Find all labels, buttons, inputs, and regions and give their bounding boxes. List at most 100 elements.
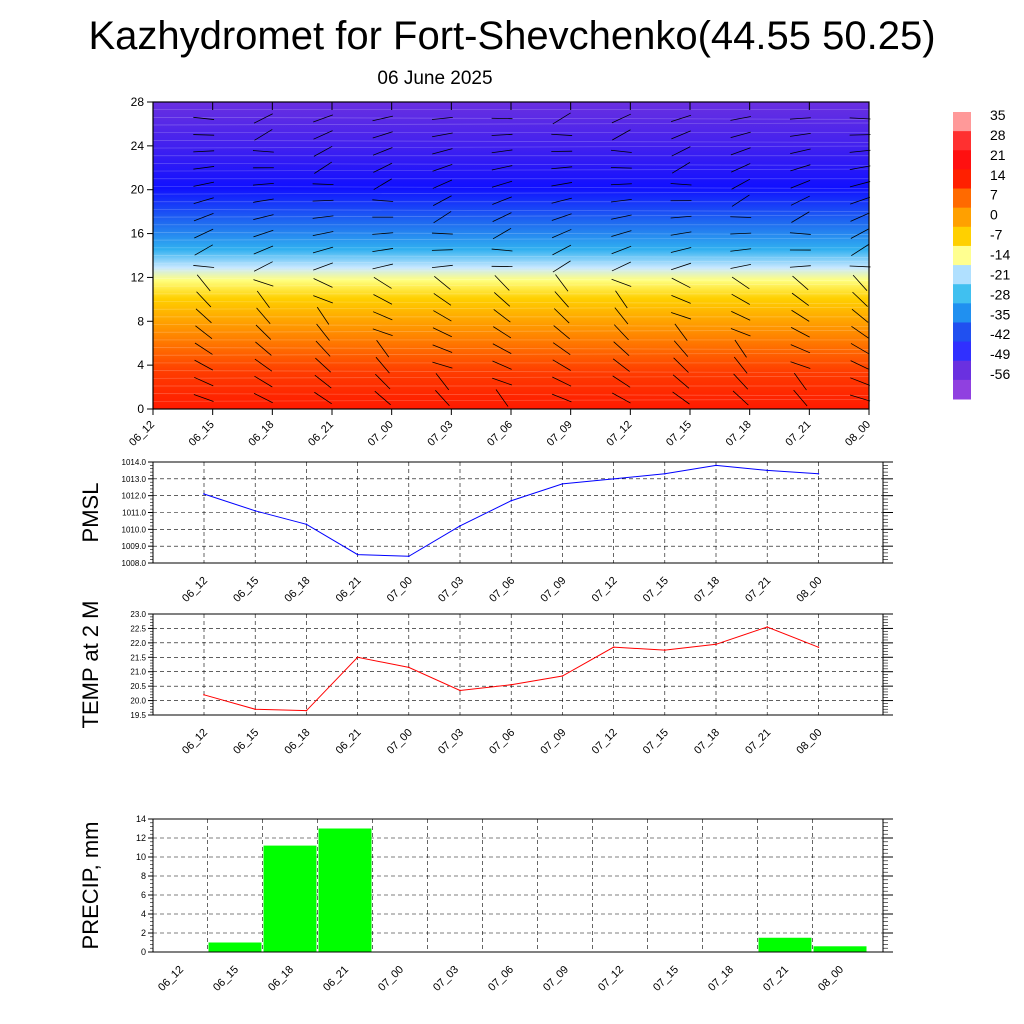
colorbar-swatch: [953, 379, 971, 400]
wind-barb: [373, 277, 392, 289]
precip-panel: 0 2 4 6 8 10 12 14 06_12 06_15 06_18 06_21 07_00 07_0…: [78, 814, 893, 994]
colorbar-label: -28: [990, 286, 1010, 302]
wind-barb: [312, 215, 334, 219]
wind-barb: [193, 134, 215, 136]
wind-barb: [196, 274, 211, 292]
wind-barb: [312, 231, 334, 237]
wind-barb: [849, 117, 871, 120]
wind-barb: [552, 376, 572, 387]
x-tick-label: 06_12: [156, 964, 186, 994]
x-tick-label: 07_09: [541, 964, 571, 994]
contour-line: [152, 370, 870, 373]
wind-barb: [790, 344, 811, 354]
wind-barb: [431, 232, 453, 235]
wind-barb: [789, 132, 811, 137]
wind-barb: [670, 247, 692, 253]
colorbar-label: 28: [990, 127, 1006, 143]
data-point: [715, 643, 717, 646]
wind-barb: [612, 129, 631, 141]
wind-barb: [433, 293, 452, 306]
wind-barb: [734, 339, 747, 358]
y-tick-label: 4: [137, 358, 144, 372]
pmsl-panel: 1008.0 1009.0 1010.0 1011.0 1012.0 1013.0 1014…: [78, 458, 893, 605]
x-tick-label: 07_15: [641, 727, 671, 757]
wind-barb: [194, 244, 213, 256]
wind-barb: [254, 129, 273, 141]
wind-barb: [315, 357, 331, 373]
colorbar: 35 28 21 14 7 0 -7 -14 -21 -28 -35 -42 -49 -56: [953, 107, 1010, 400]
y-tick-label: 20.0: [130, 697, 146, 706]
wind-barb: [849, 181, 871, 188]
wind-barb: [252, 167, 274, 169]
contour-line: [152, 260, 870, 264]
wind-barb: [674, 323, 688, 341]
y-tick-label: 20: [131, 183, 145, 197]
wind-barb: [792, 275, 809, 291]
wind-barb: [193, 150, 215, 153]
wind-barb: [194, 342, 213, 355]
colorbar-label: 7: [990, 187, 998, 203]
wind-barb: [253, 279, 274, 287]
wind-barb: [551, 213, 572, 221]
wind-barb: [373, 162, 393, 173]
wind-barb: [374, 390, 391, 406]
wind-barb: [670, 215, 692, 219]
x-tick-label: 07_00: [366, 419, 396, 449]
wind-barb: [731, 293, 750, 305]
wind-barb: [552, 244, 572, 256]
wind-barb: [316, 323, 330, 341]
data-point: [305, 709, 308, 712]
wind-barb: [670, 231, 692, 236]
wind-barb: [433, 195, 452, 206]
wind-barb: [790, 361, 811, 369]
data-point: [459, 525, 461, 527]
wind-barb: [492, 227, 512, 240]
wind-barb: [553, 308, 570, 324]
x-tick-label: 07_09: [538, 575, 568, 605]
colorbar-swatch: [953, 207, 971, 228]
data-point: [817, 472, 820, 475]
y-tick-label: 1012.0: [122, 492, 147, 501]
x-tick-label: 06_15: [211, 964, 241, 994]
wind-barb: [312, 199, 334, 202]
contour-line: [152, 324, 870, 327]
y-tick-label: 10: [136, 852, 146, 862]
wind-barb: [851, 325, 869, 339]
wind-barb: [431, 116, 453, 120]
data-point: [203, 493, 205, 495]
y-tick-label: 0: [141, 947, 146, 957]
x-tick-label: 06_21: [306, 419, 336, 449]
y-tick-label: 22.0: [130, 639, 146, 648]
wind-barb: [671, 130, 691, 140]
wind-barb: [254, 375, 273, 388]
wind-barb: [791, 211, 810, 223]
data-point: [510, 683, 512, 686]
wind-barb: [849, 265, 871, 268]
wind-barb: [849, 165, 871, 171]
x-tick-label: 07_06: [487, 727, 517, 757]
wind-barb: [671, 146, 691, 157]
wind-barb: [193, 213, 214, 222]
data-point: [254, 708, 256, 711]
data-point: [664, 649, 666, 651]
wind-barb: [611, 230, 632, 237]
wind-barb: [610, 167, 632, 169]
y-tick-label: 24: [131, 139, 145, 153]
contour-line: [152, 232, 870, 235]
wind-barb: [253, 198, 274, 203]
wind-barb: [612, 358, 630, 372]
wind-barb: [673, 340, 689, 357]
x-tick-label: 06_18: [282, 575, 312, 605]
data-point: [459, 689, 461, 692]
contour-line: [152, 163, 870, 166]
x-tick-label: 07_03: [425, 419, 455, 449]
wind-barb: [315, 340, 331, 357]
wind-barb: [731, 276, 750, 290]
wind-barb: [373, 178, 392, 190]
contour-line: [152, 352, 870, 356]
data-point: [356, 656, 359, 659]
wind-barb: [610, 183, 632, 186]
wind-barb: [730, 248, 752, 252]
x-tick-label: 08_00: [816, 964, 846, 994]
wind-barb: [731, 163, 751, 173]
